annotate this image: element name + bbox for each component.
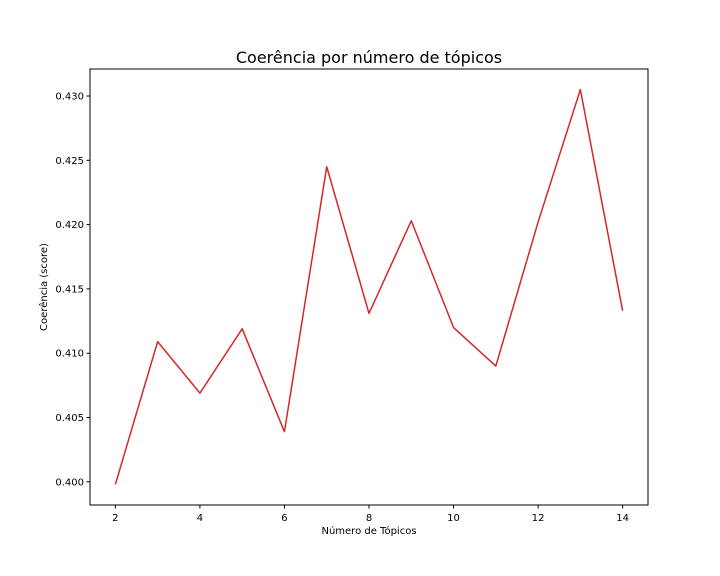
series-line — [114, 88, 624, 485]
y-tick-label: 0.430 — [55, 92, 84, 103]
x-tick-label: 4 — [197, 513, 203, 524]
x-tick-label: 6 — [281, 513, 287, 524]
y-axis-label: Coerência (score) — [38, 243, 50, 331]
plot-frame — [89, 68, 649, 506]
x-axis-label: Número de Tópicos — [321, 525, 416, 537]
x-tick-label: 14 — [616, 513, 629, 524]
chart-title: Coerência por número de tópicos — [236, 48, 502, 67]
y-tick-label: 0.410 — [55, 349, 84, 360]
data-series — [114, 88, 624, 485]
x-tick-label: 2 — [112, 513, 118, 524]
y-tick-label: 0.405 — [55, 413, 84, 424]
y-tick-label: 0.420 — [55, 220, 84, 231]
x-tick-label: 10 — [447, 513, 460, 524]
y-tick-label: 0.415 — [55, 284, 84, 295]
y-tick-label: 0.425 — [55, 156, 84, 167]
y-tick-label: 0.400 — [55, 477, 84, 488]
axis-ticks: 2 4 6 8 10 12 14 0.400 0.405 0.410 0.415 0.420 0.425… — [55, 92, 629, 524]
x-tick-label: 8 — [366, 513, 372, 524]
x-tick-label: 12 — [532, 513, 545, 524]
